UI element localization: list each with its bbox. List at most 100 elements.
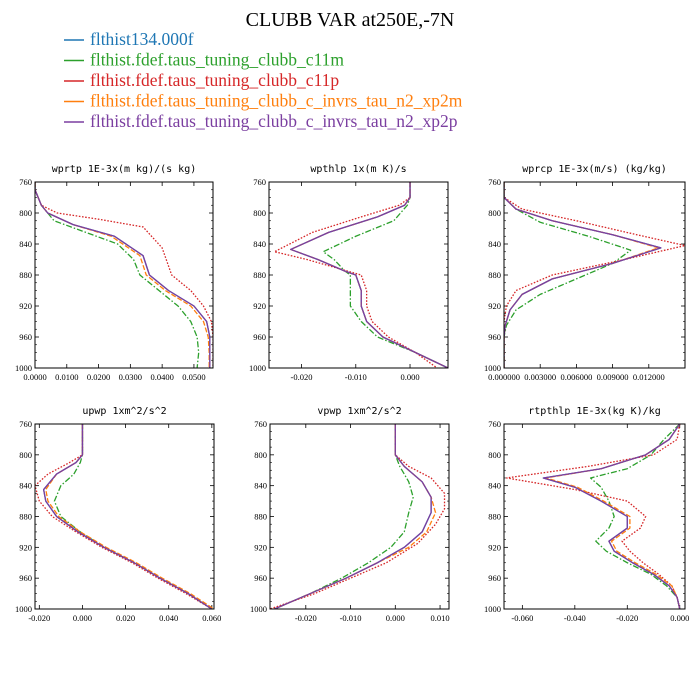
series-line xyxy=(274,424,414,609)
series-line xyxy=(545,424,681,609)
y-tick-label: 880 xyxy=(488,270,501,280)
y-tick-label: 880 xyxy=(253,270,266,280)
series-line xyxy=(290,182,448,368)
y-tick-label: 760 xyxy=(19,419,32,429)
y-tick-label: 760 xyxy=(19,177,32,187)
y-tick-label: 840 xyxy=(254,481,267,491)
y-tick-label: 960 xyxy=(19,332,32,342)
legend: flthist134.000fflthist.fdef.taus_tuning_… xyxy=(64,29,463,131)
series-line xyxy=(505,424,681,609)
x-tick-label: 0.000 xyxy=(670,613,689,623)
x-tick-label: 0.003000 xyxy=(524,372,556,382)
series-line xyxy=(273,182,438,368)
y-tick-label: 1000 xyxy=(484,363,501,373)
panel: rtpthlp 1E-3x(kg K)/kg 760 800 840 880 920 960… xyxy=(484,406,689,623)
x-tick-label: 0.0400 xyxy=(150,372,173,382)
y-tick-label: 960 xyxy=(488,573,501,583)
panel: wprcp 1E-3x(m/s) (kg/kg) 760 800 840 880 920 9… xyxy=(484,164,686,382)
y-tick-label: 920 xyxy=(254,542,267,552)
x-tick-label: 0.0100 xyxy=(55,372,78,382)
series-line xyxy=(504,182,662,368)
y-tick-label: 960 xyxy=(488,332,501,342)
panel-title: wpthlp 1x(m K)/s xyxy=(310,164,406,175)
panel: upwp 1xm^2/s^2 760 800 840 880 920 960 1000-0.0… xyxy=(15,406,221,623)
panel-frame xyxy=(268,181,449,369)
panel-frame xyxy=(503,423,686,610)
y-tick-label: 760 xyxy=(488,177,501,187)
y-tick-label: 880 xyxy=(19,512,32,522)
x-tick-label: 0.006000 xyxy=(560,372,592,382)
y-tick-label: 760 xyxy=(488,419,501,429)
y-tick-label: 800 xyxy=(253,208,266,218)
y-tick-label: 880 xyxy=(488,512,501,522)
panel-title: vpwp 1xm^2/s^2 xyxy=(317,406,401,417)
y-tick-label: 960 xyxy=(253,332,266,342)
x-tick-label: 0.000 xyxy=(400,372,419,382)
series-line xyxy=(35,424,213,609)
x-tick-label: 0.012000 xyxy=(633,372,665,382)
series-group xyxy=(270,424,446,609)
legend-label: flthist.fdef.taus_tuning_clubb_c_invrs_t… xyxy=(90,91,463,111)
legend-item: flthist134.000f xyxy=(64,29,194,49)
series-line xyxy=(290,182,448,368)
y-tick-label: 840 xyxy=(488,481,501,491)
x-tick-label: -0.020 xyxy=(28,613,50,623)
y-tick-label: 880 xyxy=(19,270,32,280)
panel-frame xyxy=(503,181,686,369)
legend-item: flthist.fdef.taus_tuning_clubb_c_invrs_t… xyxy=(64,91,463,111)
x-tick-label: -0.020 xyxy=(616,613,638,623)
series-group xyxy=(504,182,685,368)
y-tick-label: 1000 xyxy=(484,604,501,614)
legend-label: flthist.fdef.taus_tuning_clubb_c11p xyxy=(90,70,339,90)
panel-frame xyxy=(34,181,214,369)
panel-title: rtpthlp 1E-3x(kg K)/kg xyxy=(528,406,660,417)
y-tick-label: 920 xyxy=(19,542,32,552)
series-line xyxy=(542,424,681,609)
panel-title: wprcp 1E-3x(m/s) (kg/kg) xyxy=(522,164,667,175)
panel-frame xyxy=(34,423,215,610)
series-line xyxy=(35,182,213,368)
x-tick-label: 0.010 xyxy=(430,613,449,623)
legend-label: flthist.fdef.taus_tuning_clubb_c11m xyxy=(90,50,344,70)
series-line xyxy=(35,182,211,368)
series-line xyxy=(35,182,210,368)
x-tick-label: -0.060 xyxy=(511,613,533,623)
panel: vpwp 1xm^2/s^2 760 800 840 880 920 960 1000 -0.0… xyxy=(250,406,450,623)
legend-item: flthist.fdef.taus_tuning_clubb_c11m xyxy=(64,50,344,70)
y-tick-label: 960 xyxy=(254,573,267,583)
x-tick-label: 0.060 xyxy=(202,613,221,623)
series-line xyxy=(504,182,685,368)
series-line xyxy=(542,424,681,609)
series-line xyxy=(274,424,432,609)
y-tick-label: 920 xyxy=(19,301,32,311)
y-tick-label: 800 xyxy=(254,450,267,460)
y-tick-label: 1000 xyxy=(15,604,32,614)
y-tick-label: 840 xyxy=(253,239,266,249)
panel: wpthlp 1x(m K)/s 760 800 840 880 920 960 1000 -0… xyxy=(249,164,449,382)
legend-item: flthist.fdef.taus_tuning_clubb_c_invrs_t… xyxy=(64,111,458,131)
panel-frame xyxy=(269,423,450,610)
series-line xyxy=(290,182,448,368)
panel: wprtp 1E-3x(m kg)/(s kg) 760 800 840 880 920 9… xyxy=(15,164,214,382)
y-tick-label: 800 xyxy=(19,208,32,218)
y-tick-label: 1000 xyxy=(250,604,267,614)
series-line xyxy=(42,424,213,609)
series-line xyxy=(42,424,213,609)
panel-title: upwp 1xm^2/s^2 xyxy=(82,406,166,417)
x-tick-label: 0.0300 xyxy=(119,372,142,382)
panels: wprtp 1E-3x(m kg)/(s kg) 760 800 840 880 920 9… xyxy=(15,164,689,623)
x-tick-label: 0.0000 xyxy=(23,372,46,382)
y-tick-label: 1000 xyxy=(15,363,32,373)
series-group xyxy=(273,182,448,368)
x-tick-label: 0.000000 xyxy=(488,372,520,382)
y-tick-label: 920 xyxy=(488,301,501,311)
y-tick-label: 800 xyxy=(19,450,32,460)
y-tick-label: 880 xyxy=(254,512,267,522)
series-group xyxy=(35,424,214,609)
x-tick-label: 0.0500 xyxy=(182,372,205,382)
y-tick-label: 920 xyxy=(253,301,266,311)
x-tick-label: 0.000 xyxy=(386,613,405,623)
x-tick-label: -0.010 xyxy=(340,613,362,623)
x-tick-label: -0.040 xyxy=(564,613,586,623)
